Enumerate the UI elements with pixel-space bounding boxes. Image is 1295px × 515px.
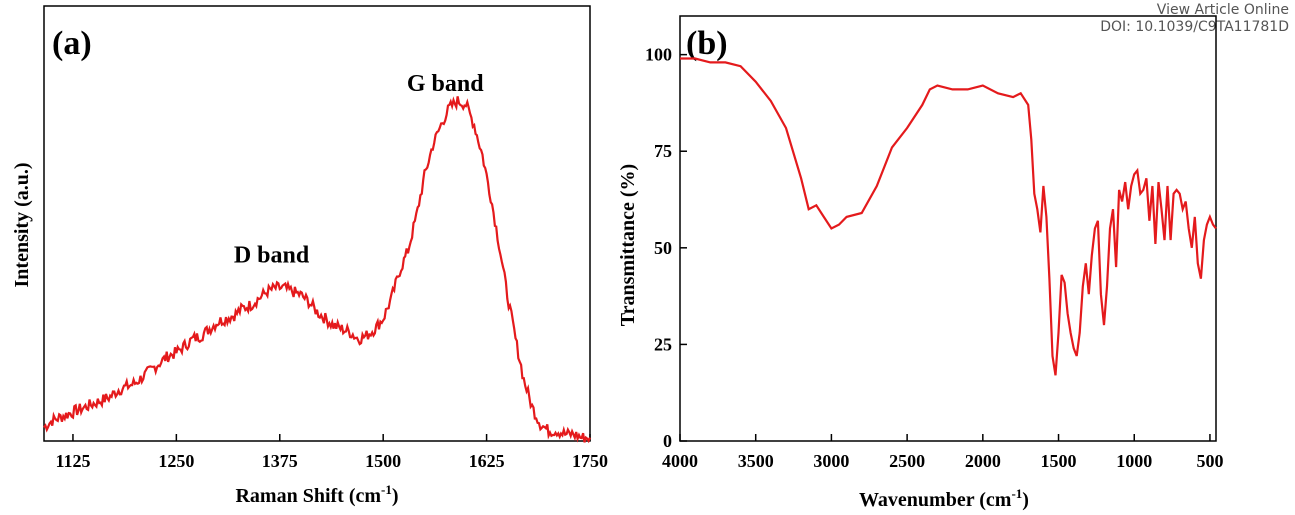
panel-a-xlabel-sup: -1 (381, 482, 392, 497)
panel-b-y-tick-label: 100 (645, 45, 672, 65)
watermark: View Article Online DOI: 10.1039/C9TA117… (1100, 2, 1289, 36)
panel-a-xlabel: Raman Shift (cm-1) (235, 482, 398, 507)
panel-a-frame (43, 5, 591, 442)
panel-b-x-tick-label: 3500 (738, 451, 774, 471)
panel-a-x-ticks: 1125 1250 1375 1500 1625 1750 (55, 434, 608, 471)
panel-b-y-ticks: 0 25 50 75 100 (645, 45, 687, 451)
panel-b-x-tick-label: 1500 (1041, 451, 1077, 471)
panel-b-x-tick-label: 2000 (965, 451, 1001, 471)
panel-b-xlabel-sup: -1 (1011, 486, 1022, 501)
panel-a-xlabel-text: Raman Shift (cm (235, 485, 381, 507)
watermark-line-2: DOI: 10.1039/C9TA11781D (1100, 19, 1289, 35)
panel-b-x-tick-label: 500 (1196, 451, 1223, 471)
panel-a-label: (a) (52, 25, 92, 62)
panel-b-x-tick-label: 3000 (813, 451, 849, 471)
panel-b: (b) Wavenumber (cm-1) Transmittance (%) … (617, 15, 1223, 511)
panel-a-annotation: G band (407, 71, 484, 97)
panel-b-x-tick-label: 2500 (889, 451, 925, 471)
panel-a-x-tick-label: 1125 (55, 451, 90, 471)
panel-b-y-tick-label: 75 (654, 141, 672, 161)
panel-b-frame (679, 15, 1217, 442)
panel-a-xlabel-close: ) (392, 485, 399, 507)
panel-a-x-tick-label: 1750 (572, 451, 608, 471)
panel-a-ylabel: Intensity (a.u.) (11, 162, 33, 287)
panel-b-xlabel: Wavenumber (cm-1) (859, 486, 1029, 511)
watermark-line-1: View Article Online (1156, 2, 1289, 18)
panel-a-annotation: D band (234, 243, 310, 269)
panel-a-x-tick-label: 1625 (469, 451, 505, 471)
panel-b-xlabel-close: ) (1022, 489, 1029, 511)
panel-b-ylabel: Transmittance (%) (617, 164, 639, 326)
panel-a-x-tick-label: 1375 (262, 451, 298, 471)
panel-b-x-ticks: 4000 3500 3000 2500 2000 1500 1000 500 (662, 434, 1223, 471)
panel-a-x-tick-label: 1250 (158, 451, 194, 471)
panel-b-y-tick-label: 0 (663, 431, 672, 451)
panel-b-label: (b) (686, 25, 728, 62)
panel-a-annotations: D band G band (234, 71, 484, 269)
panel-b-y-tick-label: 50 (654, 238, 672, 258)
panel-a: (a) Raman Shift (cm-1) Intensity (a.u.) … (11, 5, 608, 507)
panel-b-x-tick-label: 4000 (662, 451, 698, 471)
panel-b-xlabel-text: Wavenumber (cm (859, 489, 1012, 511)
panel-b-y-tick-label: 25 (654, 334, 672, 354)
panel-a-x-tick-label: 1500 (365, 451, 401, 471)
panel-b-x-tick-label: 1000 (1116, 451, 1152, 471)
panel-b-series-line (680, 57, 1217, 376)
panel-a-series-line (43, 96, 592, 444)
